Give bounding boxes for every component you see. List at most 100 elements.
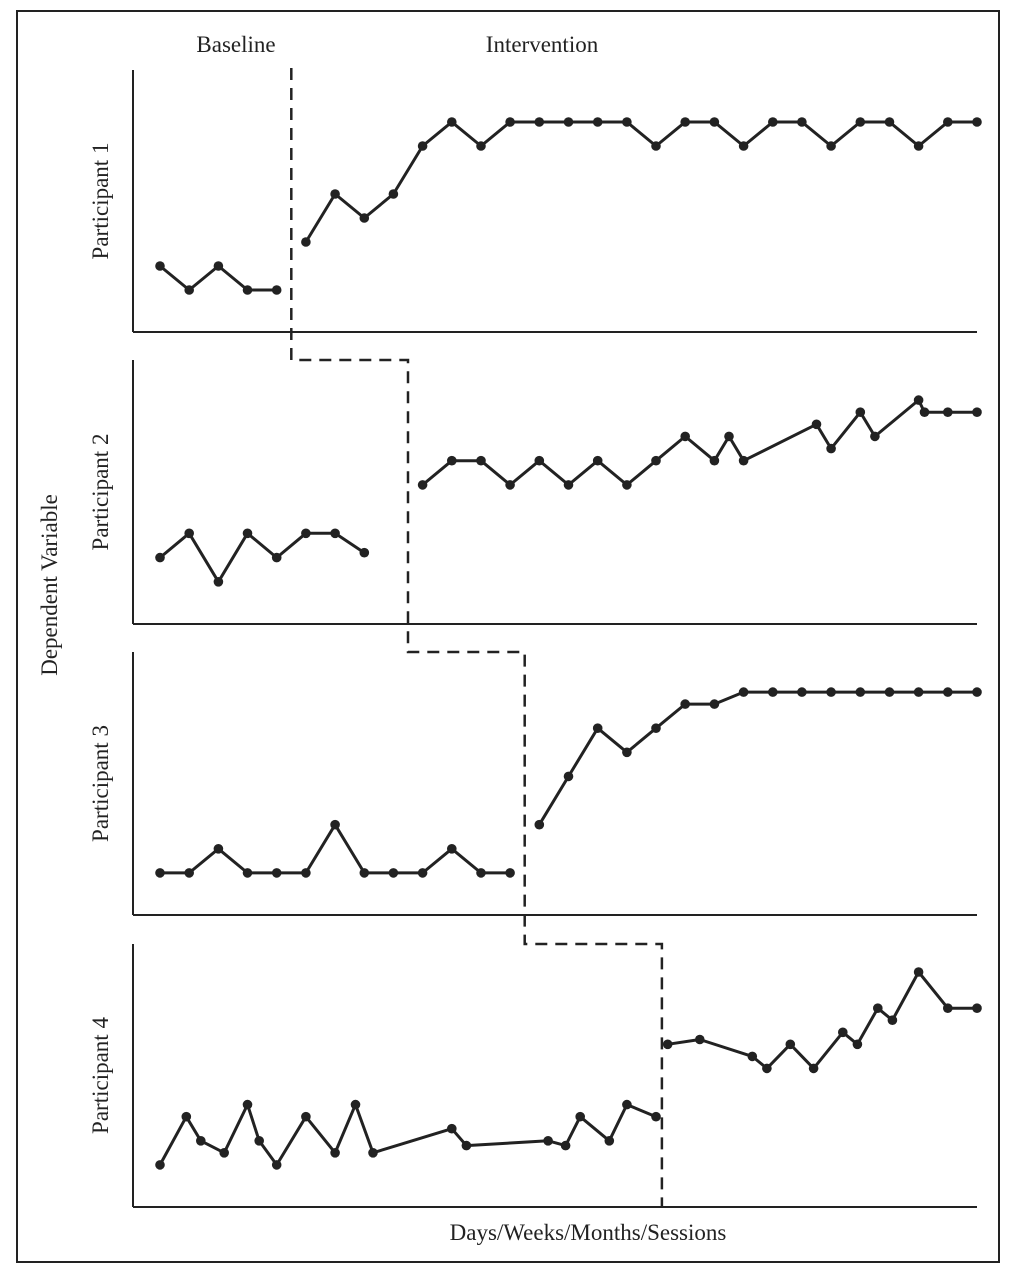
data-point-p4-baseline-3 bbox=[196, 1136, 206, 1146]
data-point-p4-baseline-17 bbox=[604, 1136, 615, 1146]
data-point-p1-intervention-17 bbox=[768, 117, 778, 127]
data-point-p3-intervention-5 bbox=[651, 723, 661, 733]
data-point-p2-intervention-21 bbox=[972, 407, 982, 418]
series-line-p3-baseline bbox=[160, 823, 511, 875]
data-point-p4-baseline-1 bbox=[155, 1160, 165, 1170]
data-point-p2-intervention-14 bbox=[811, 419, 822, 430]
data-point-p2-intervention-8 bbox=[622, 480, 632, 490]
data-point-p1-baseline-1 bbox=[155, 261, 165, 271]
data-point-p4-intervention-5 bbox=[785, 1039, 796, 1050]
data-point-p3-intervention-10 bbox=[797, 687, 807, 697]
data-point-p4-baseline-4 bbox=[219, 1148, 229, 1158]
data-point-p4-baseline-18 bbox=[622, 1099, 632, 1110]
data-point-p3-baseline-5 bbox=[271, 868, 282, 878]
data-point-p3-intervention-8 bbox=[738, 687, 749, 697]
data-point-p2-intervention-18 bbox=[913, 395, 924, 405]
data-point-p1-intervention-21 bbox=[884, 117, 895, 127]
data-point-p3-baseline-7 bbox=[330, 819, 340, 830]
data-point-p3-baseline-13 bbox=[505, 868, 515, 878]
data-point-p3-intervention-16 bbox=[972, 687, 982, 697]
data-point-p4-baseline-6 bbox=[254, 1136, 264, 1146]
data-point-p2-intervention-6 bbox=[563, 480, 574, 490]
data-point-p4-intervention-3 bbox=[747, 1051, 758, 1062]
data-point-p3-intervention-13 bbox=[884, 687, 895, 697]
data-point-p3-baseline-2 bbox=[184, 868, 194, 878]
data-point-p1-intervention-22 bbox=[913, 141, 924, 151]
data-point-p4-intervention-2 bbox=[695, 1034, 705, 1045]
data-point-p2-intervention-17 bbox=[870, 431, 880, 442]
data-point-p2-intervention-12 bbox=[724, 431, 734, 442]
data-point-p2-intervention-3 bbox=[476, 455, 486, 466]
data-point-p2-intervention-2 bbox=[447, 455, 457, 466]
data-point-p3-intervention-11 bbox=[826, 687, 836, 697]
data-point-p4-intervention-4 bbox=[762, 1063, 772, 1074]
data-point-p2-intervention-13 bbox=[738, 455, 749, 466]
data-point-p2-intervention-19 bbox=[919, 407, 930, 418]
data-point-p2-intervention-7 bbox=[592, 455, 603, 466]
data-point-p2-intervention-16 bbox=[855, 407, 866, 418]
series-line-p2-intervention bbox=[421, 398, 977, 487]
data-point-p4-intervention-13 bbox=[972, 1003, 982, 1013]
data-point-p3-baseline-11 bbox=[447, 844, 457, 854]
data-point-p1-intervention-3 bbox=[359, 213, 370, 223]
data-point-p1-intervention-11 bbox=[592, 117, 603, 127]
data-point-p2-intervention-20 bbox=[943, 407, 953, 418]
data-point-p1-intervention-7 bbox=[476, 141, 486, 151]
data-point-p4-baseline-16 bbox=[575, 1111, 585, 1122]
data-point-p1-intervention-13 bbox=[651, 141, 661, 151]
panels-group: Participant 1 Participant 2 Participant 3 P… bbox=[88, 70, 982, 1208]
series-line-p3-intervention bbox=[538, 690, 977, 826]
data-point-p4-intervention-1 bbox=[662, 1039, 673, 1050]
data-point-p1-intervention-9 bbox=[534, 117, 545, 127]
data-point-p1-intervention-14 bbox=[680, 117, 690, 127]
data-point-p3-intervention-12 bbox=[855, 687, 866, 697]
data-point-p1-intervention-23 bbox=[943, 117, 953, 127]
data-point-p2-intervention-10 bbox=[680, 431, 690, 442]
data-point-p2-baseline-2 bbox=[184, 528, 194, 539]
data-point-p4-baseline-8 bbox=[301, 1111, 311, 1122]
data-point-p3-baseline-3 bbox=[213, 844, 224, 854]
data-point-p1-intervention-18 bbox=[797, 117, 807, 127]
data-point-p3-intervention-14 bbox=[913, 687, 924, 697]
data-point-p1-baseline-3 bbox=[213, 261, 224, 271]
data-point-p4-baseline-5 bbox=[242, 1099, 253, 1110]
series-line-p2-baseline bbox=[159, 531, 366, 584]
y-axis-label: Dependent Variable bbox=[37, 494, 62, 676]
data-point-p3-intervention-2 bbox=[563, 771, 574, 782]
data-point-p3-intervention-4 bbox=[622, 747, 632, 758]
data-point-p1-intervention-24 bbox=[972, 117, 982, 127]
panel-label-participant-3: Participant 3 bbox=[88, 725, 113, 842]
data-point-p4-intervention-11 bbox=[913, 967, 924, 977]
data-point-p1-intervention-20 bbox=[855, 117, 866, 127]
data-point-p1-intervention-12 bbox=[622, 117, 632, 127]
data-point-p1-baseline-2 bbox=[184, 285, 194, 295]
data-point-p3-baseline-8 bbox=[359, 868, 370, 878]
data-point-p3-baseline-12 bbox=[476, 868, 486, 878]
data-point-p1-intervention-4 bbox=[388, 189, 399, 199]
data-point-p3-intervention-6 bbox=[680, 699, 690, 709]
figure-frame bbox=[16, 10, 1000, 1263]
data-point-p3-baseline-9 bbox=[388, 868, 399, 878]
series-line-p1-intervention bbox=[304, 120, 977, 243]
data-point-p4-intervention-7 bbox=[838, 1027, 848, 1038]
data-point-p2-baseline-5 bbox=[271, 552, 282, 563]
data-point-p4-baseline-2 bbox=[181, 1111, 192, 1122]
data-point-p1-baseline-4 bbox=[242, 285, 253, 295]
data-point-p2-baseline-7 bbox=[330, 528, 340, 539]
data-point-p3-intervention-1 bbox=[534, 819, 545, 830]
series-line-p4-intervention bbox=[667, 970, 977, 1070]
x-axis-label: Days/Weeks/Months/Sessions bbox=[450, 1220, 727, 1245]
data-point-p2-baseline-6 bbox=[301, 528, 311, 539]
data-point-p4-intervention-12 bbox=[943, 1003, 953, 1013]
data-point-p2-baseline-3 bbox=[213, 577, 224, 587]
data-point-p4-intervention-8 bbox=[852, 1039, 863, 1050]
data-point-p3-baseline-4 bbox=[242, 868, 253, 878]
data-point-p1-intervention-19 bbox=[826, 141, 836, 151]
data-point-p2-intervention-1 bbox=[417, 480, 428, 490]
data-point-p4-intervention-9 bbox=[873, 1003, 883, 1013]
data-point-p1-intervention-8 bbox=[505, 117, 515, 127]
data-point-p1-intervention-16 bbox=[738, 141, 749, 151]
data-point-p4-baseline-9 bbox=[330, 1148, 340, 1158]
data-point-p1-intervention-1 bbox=[301, 237, 311, 247]
